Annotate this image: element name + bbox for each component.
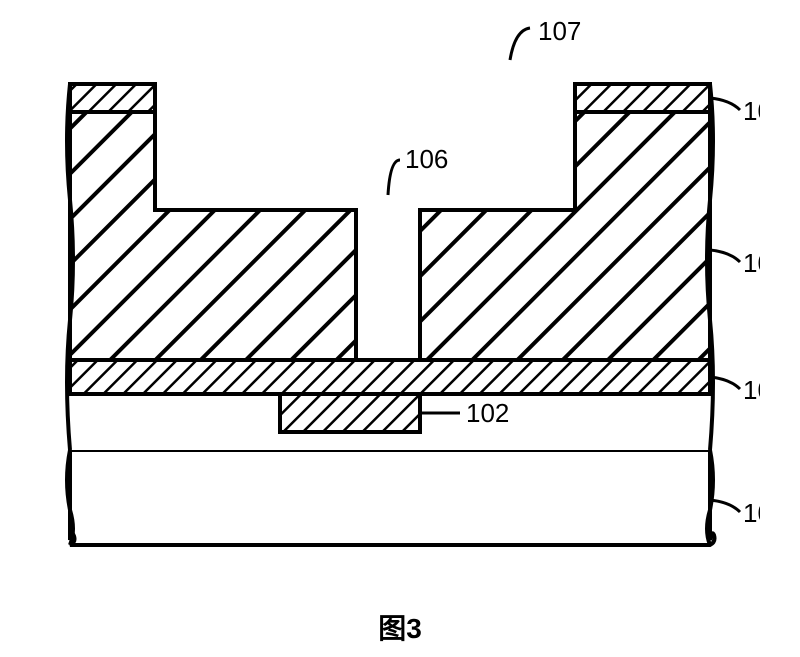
- label-104: 104: [743, 248, 760, 278]
- leader-106: [388, 160, 400, 195]
- diagram-svg: 107 106 105 104 103 102 101: [40, 20, 760, 560]
- cross-section-diagram: 107 106 105 104 103 102 101: [40, 20, 760, 560]
- label-101: 101: [743, 498, 760, 528]
- layer-105-left: [70, 84, 155, 112]
- label-102: 102: [466, 398, 509, 428]
- layer-104-right: [420, 112, 710, 360]
- leader-104: [710, 250, 740, 262]
- label-106: 106: [405, 144, 448, 174]
- layer-104-left: [70, 112, 356, 360]
- leader-101: [710, 500, 740, 512]
- layer-101: [70, 450, 715, 545]
- label-107: 107: [538, 20, 581, 46]
- leader-105: [710, 98, 740, 110]
- leader-107: [510, 28, 530, 60]
- figure-caption: 图3: [378, 607, 422, 647]
- label-103: 103: [743, 375, 760, 405]
- label-105: 105: [743, 96, 760, 126]
- layer-105-right: [575, 84, 710, 112]
- layer-103: [70, 360, 710, 394]
- layer-102: [280, 394, 420, 432]
